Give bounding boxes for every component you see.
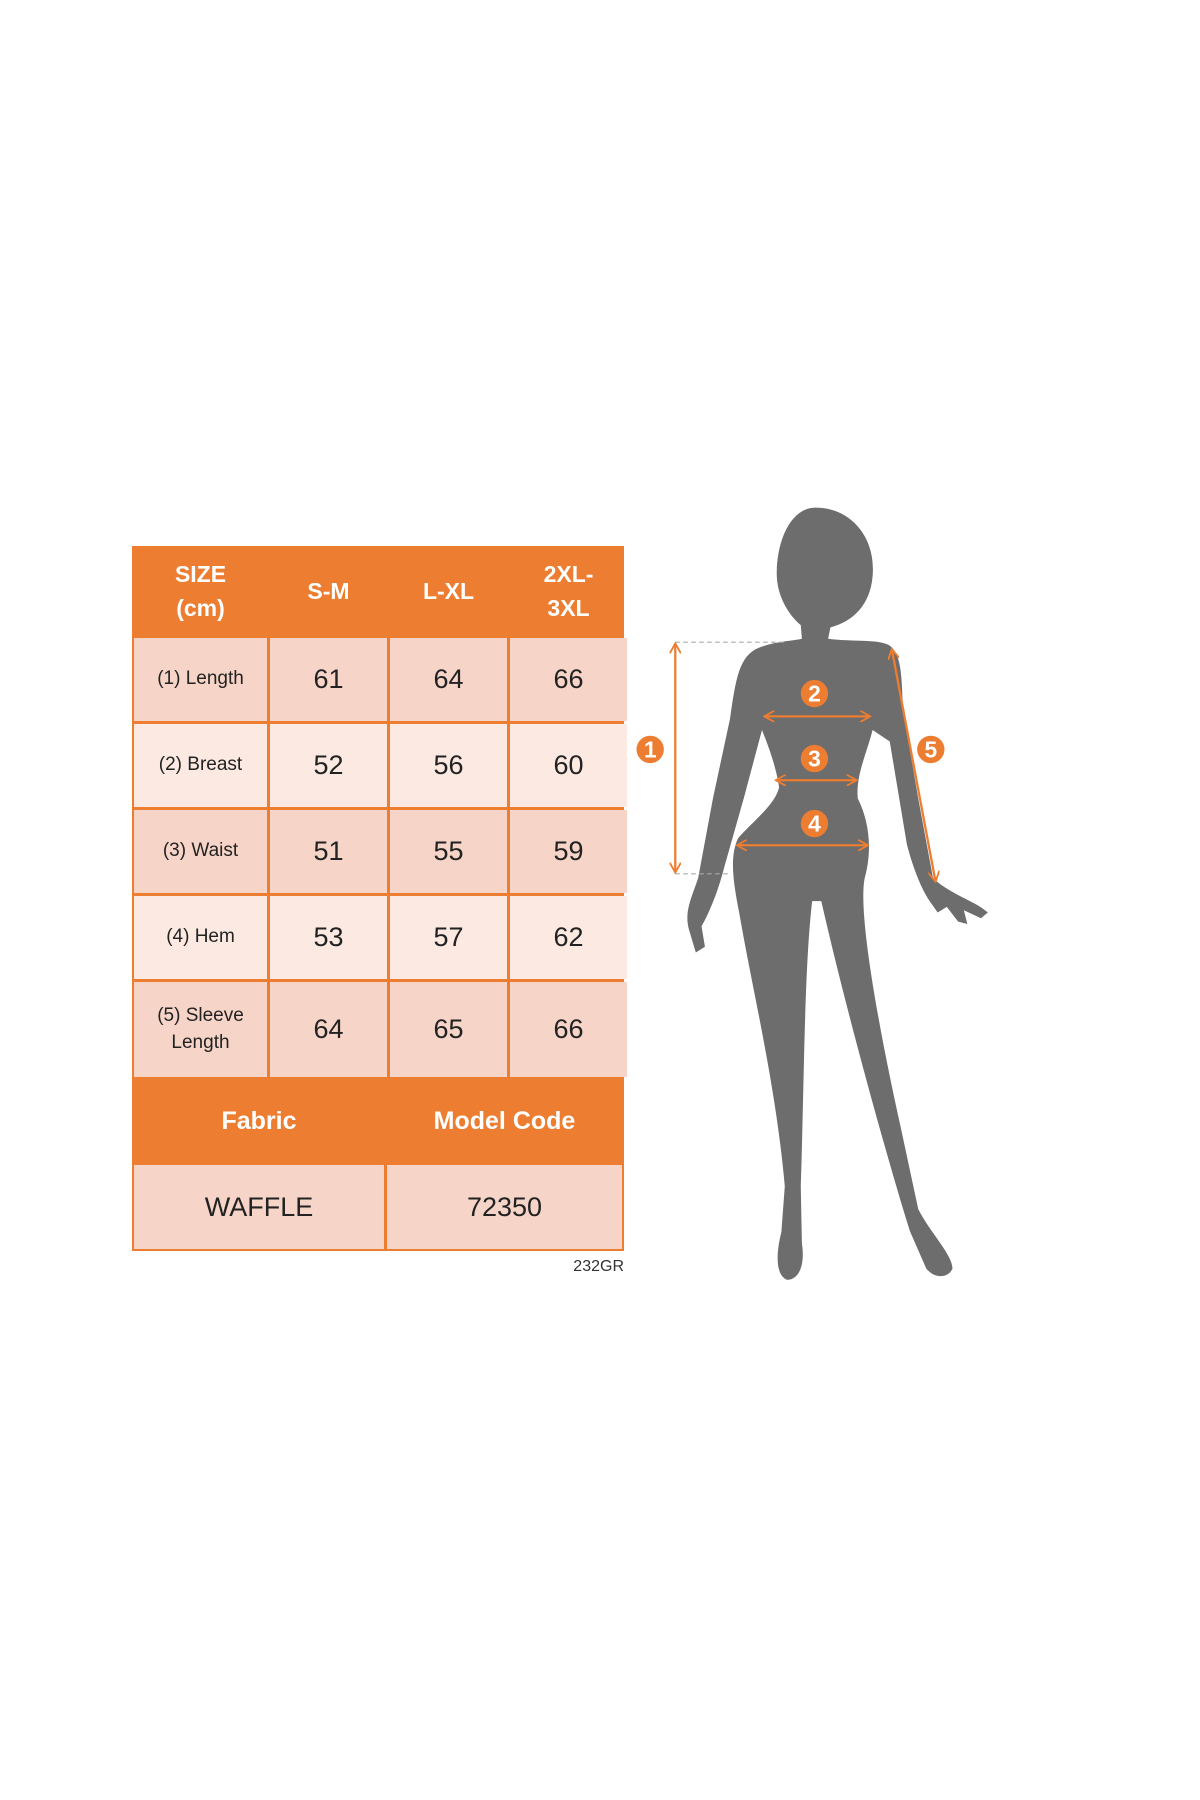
woman-silhouette	[687, 507, 988, 1280]
value-cell: 66	[510, 638, 627, 721]
fabric-value: WAFFLE	[134, 1165, 384, 1249]
value-cell: 51	[270, 810, 387, 893]
marker-3: 3	[800, 744, 829, 773]
marker-4-label: 4	[808, 811, 821, 837]
value-cell: 66	[510, 982, 627, 1077]
sleeve-arrow	[892, 650, 935, 880]
value-cell: 64	[270, 982, 387, 1077]
value-cell: 56	[390, 724, 507, 807]
value-cell: 53	[270, 896, 387, 979]
marker-1-label: 1	[644, 736, 657, 762]
marker-4: 4	[800, 809, 829, 838]
marker-1: 1	[636, 735, 664, 764]
value-cell: 61	[270, 638, 387, 721]
reference-code: 232GR	[573, 1258, 624, 1275]
marker-5-label: 5	[924, 736, 937, 762]
value-cell: 60	[510, 724, 627, 807]
row-label: (3) Waist	[134, 810, 267, 893]
fabric-model-section: Fabric Model Code WAFFLE 72350	[134, 1077, 622, 1249]
fabric-header: Fabric	[221, 1106, 297, 1135]
model-code-header: Model Code	[433, 1106, 576, 1135]
value-cell: 65	[390, 982, 507, 1077]
header-l-xl: L-XL	[422, 577, 475, 604]
row-label: (4) Hem	[134, 896, 267, 979]
value-cell: 52	[270, 724, 387, 807]
value-cell: 64	[390, 638, 507, 721]
header-size: SIZE (cm)	[174, 561, 227, 621]
header-2xl-3xl: 2XL- 3XL	[543, 561, 594, 621]
value-cell: 55	[390, 810, 507, 893]
marker-5: 5	[917, 735, 945, 764]
row-label: (1) Length	[134, 638, 267, 721]
marker-2: 2	[800, 679, 829, 708]
value-cell: 62	[510, 896, 627, 979]
value-cell: 59	[510, 810, 627, 893]
row-label: (5) Sleeve Length	[134, 982, 267, 1077]
row-label: (2) Breast	[134, 724, 267, 807]
size-chart-table: SIZE (cm) S-M L-XL 2XL- 3XL (1) Length 6…	[132, 546, 627, 1251]
value-cell: 57	[390, 896, 507, 979]
size-grid: SIZE (cm) S-M L-XL 2XL- 3XL (1) Length 6…	[134, 548, 627, 1077]
marker-3-label: 3	[808, 746, 821, 772]
header-s-m: S-M	[307, 577, 350, 604]
model-code-value: 72350	[387, 1165, 622, 1249]
marker-2-label: 2	[808, 681, 821, 707]
